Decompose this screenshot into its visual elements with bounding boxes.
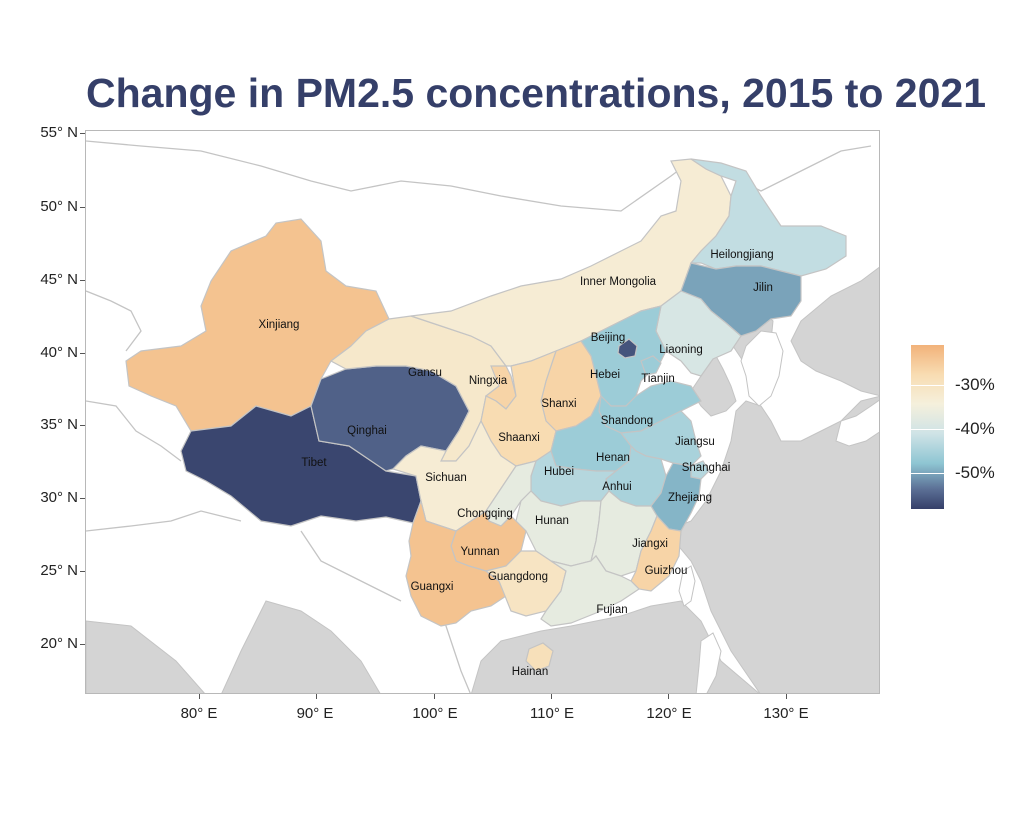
province-hainan[interactable]	[525, 642, 554, 672]
country-border	[86, 290, 142, 352]
sea-area	[790, 266, 879, 397]
label-chongqing: Chongqing	[457, 508, 513, 520]
legend-color-bar	[911, 345, 944, 509]
y-tick-label: 20° N	[40, 635, 78, 652]
province-tianjin[interactable]	[640, 355, 662, 376]
legend-label: -30%	[955, 375, 995, 394]
country-border	[86, 400, 182, 462]
province-beijing[interactable]	[617, 338, 638, 359]
label-yunnan: Guangxi	[411, 581, 454, 593]
label-gansu: Gansu	[408, 367, 442, 379]
country-border	[86, 140, 872, 212]
sea-area	[665, 395, 879, 693]
y-tick-label: 40° N	[40, 344, 78, 361]
label-jiangxi: Jiangxi	[632, 538, 668, 550]
label-hubei: Hubei	[544, 466, 574, 478]
x-tick-mark	[668, 694, 669, 699]
x-tick-label: 80° E	[180, 705, 218, 722]
y-tick-label: 30° N	[40, 489, 78, 506]
y-tick-mark	[80, 353, 85, 354]
province-liaoning[interactable]	[655, 290, 742, 377]
label-guangdong: Fujian	[596, 604, 627, 616]
x-tick-mark	[316, 694, 317, 699]
x-tick-mark	[551, 694, 552, 699]
country-border	[300, 530, 402, 602]
label-sichuan: Sichuan	[425, 472, 467, 484]
label-zhejiang: Zhejiang	[668, 492, 712, 504]
china-map: Xinjiang Tibet Qinghai Gansu Inner Mongo…	[86, 131, 879, 693]
label-liaoning: Liaoning	[659, 344, 702, 356]
label-guangxi: Guangdong	[488, 571, 548, 583]
y-tick-label: 25° N	[40, 562, 78, 579]
legend-label: -40%	[955, 419, 995, 438]
sea-area	[471, 600, 760, 693]
legend-label: -50%	[955, 463, 995, 482]
x-tick-label: 100° E	[412, 705, 458, 722]
country-border	[86, 510, 242, 532]
x-tick-label: 90° E	[296, 705, 334, 722]
legend-tick	[911, 385, 944, 386]
label-shanxi: Shanxi	[541, 398, 576, 410]
map-panel: Xinjiang Tibet Qinghai Gansu Inner Mongo…	[85, 130, 880, 694]
label-shaanxi: Shaanxi	[498, 432, 540, 444]
y-tick-mark	[80, 644, 85, 645]
label-guizhou: Yunnan	[460, 546, 499, 558]
land-japan	[835, 399, 879, 447]
y-tick-mark	[80, 133, 85, 134]
land-philippines	[695, 632, 722, 693]
label-qinghai: Qinghai	[347, 425, 387, 437]
y-tick-mark	[80, 498, 85, 499]
label-henan: Henan	[596, 452, 630, 464]
province-guangdong[interactable]	[540, 555, 640, 627]
x-tick-mark	[434, 694, 435, 699]
x-tick-label: 120° E	[646, 705, 692, 722]
label-tibet: Tibet	[301, 457, 327, 469]
label-inner-mongolia: Inner Mongolia	[580, 276, 657, 288]
y-tick-mark	[80, 280, 85, 281]
label-jilin: Jilin	[753, 282, 773, 294]
y-tick-mark	[80, 425, 85, 426]
label-shandong: Shandong	[601, 415, 653, 427]
y-tick-mark	[80, 207, 85, 208]
y-tick-label: 45° N	[40, 271, 78, 288]
label-tianjin: Tianjin	[641, 373, 674, 385]
province-heilongjiang[interactable]	[689, 158, 847, 277]
land-korea	[740, 330, 784, 407]
sea-area	[221, 600, 381, 693]
x-tick-mark	[786, 694, 787, 699]
legend-tick	[911, 429, 944, 430]
label-hainan: Hainan	[512, 666, 548, 678]
x-tick-label: 130° E	[763, 705, 809, 722]
label-hebei: Hebei	[590, 369, 620, 381]
map-title: Change in PM2.5 concentrations, 2015 to …	[86, 70, 987, 116]
label-beijing: Beijing	[591, 332, 626, 344]
country-border	[440, 610, 471, 693]
sea-area	[86, 620, 205, 693]
label-xinjiang: Xinjiang	[259, 319, 300, 331]
y-tick-label: 50° N	[40, 198, 78, 215]
label-anhui: Anhui	[602, 481, 631, 493]
x-tick-mark	[199, 694, 200, 699]
land-taiwan	[678, 565, 696, 607]
label-heilongjiang: Heilongjiang	[710, 249, 773, 261]
y-tick-mark	[80, 571, 85, 572]
label-ningxia: Ningxia	[469, 375, 508, 387]
legend-tick	[911, 473, 944, 474]
label-hunan: Hunan	[535, 515, 569, 527]
label-fujian: Guizhou	[645, 565, 688, 577]
y-tick-label: 55° N	[40, 124, 78, 141]
y-tick-label: 35° N	[40, 416, 78, 433]
label-shanghai: Shanghai	[682, 462, 731, 474]
x-tick-label: 110° E	[529, 705, 575, 722]
label-jiangsu: Jiangsu	[675, 436, 715, 448]
